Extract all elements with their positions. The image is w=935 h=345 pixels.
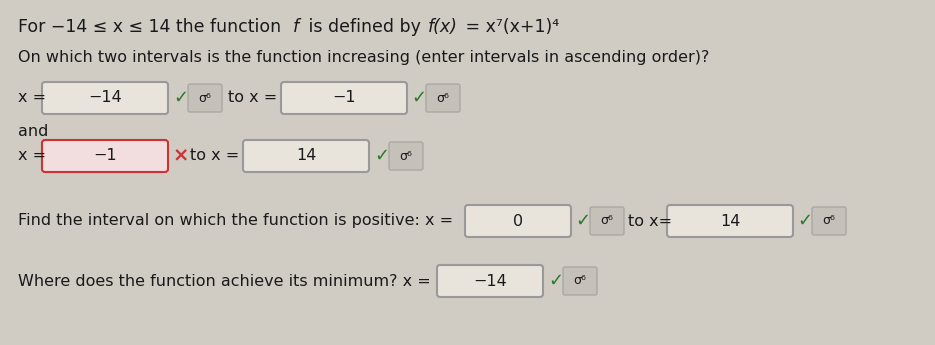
- Text: Find the interval on which the function is positive: x =: Find the interval on which the function …: [18, 214, 453, 228]
- Text: ✓: ✓: [548, 272, 563, 290]
- Text: ✓: ✓: [411, 89, 426, 107]
- Text: 14: 14: [295, 148, 316, 164]
- Text: For −14 ≤ x ≤ 14 the function: For −14 ≤ x ≤ 14 the function: [18, 18, 287, 36]
- Text: = x⁷(x+1)⁴: = x⁷(x+1)⁴: [460, 18, 559, 36]
- Text: x =: x =: [18, 148, 51, 164]
- FancyBboxPatch shape: [667, 205, 793, 237]
- Text: f: f: [293, 18, 299, 36]
- FancyBboxPatch shape: [437, 265, 543, 297]
- FancyBboxPatch shape: [281, 82, 407, 114]
- Text: 0: 0: [513, 214, 523, 228]
- Text: and: and: [18, 124, 49, 139]
- Text: −1: −1: [332, 90, 356, 106]
- Text: −14: −14: [88, 90, 122, 106]
- Text: σ⁶: σ⁶: [573, 275, 586, 287]
- FancyBboxPatch shape: [42, 82, 168, 114]
- FancyBboxPatch shape: [563, 267, 597, 295]
- Text: ✓: ✓: [797, 212, 813, 230]
- Text: −14: −14: [473, 274, 507, 288]
- FancyBboxPatch shape: [188, 84, 222, 112]
- Text: Where does the function achieve its minimum? x =: Where does the function achieve its mini…: [18, 274, 431, 288]
- Text: σ⁶: σ⁶: [600, 215, 613, 227]
- Text: −1: −1: [94, 148, 117, 164]
- Text: σ⁶: σ⁶: [399, 149, 412, 162]
- Text: f(x): f(x): [428, 18, 458, 36]
- Text: σ⁶: σ⁶: [823, 215, 836, 227]
- Text: is defined by: is defined by: [303, 18, 426, 36]
- FancyBboxPatch shape: [42, 140, 168, 172]
- FancyBboxPatch shape: [465, 205, 571, 237]
- Text: ✓: ✓: [575, 212, 590, 230]
- Text: On which two intervals is the function increasing (enter intervals in ascending : On which two intervals is the function i…: [18, 50, 710, 65]
- Text: x =: x =: [18, 90, 51, 106]
- FancyBboxPatch shape: [590, 207, 624, 235]
- Text: to x=: to x=: [628, 214, 672, 228]
- FancyBboxPatch shape: [812, 207, 846, 235]
- FancyBboxPatch shape: [389, 142, 423, 170]
- Text: σ⁶: σ⁶: [437, 91, 450, 105]
- Text: σ⁶: σ⁶: [198, 91, 211, 105]
- Text: to x =: to x =: [190, 148, 244, 164]
- Text: ✓: ✓: [173, 89, 188, 107]
- FancyBboxPatch shape: [243, 140, 369, 172]
- Text: ✓: ✓: [374, 147, 389, 165]
- Text: ×: ×: [173, 147, 190, 166]
- Text: 14: 14: [720, 214, 741, 228]
- Text: to x =: to x =: [228, 90, 282, 106]
- FancyBboxPatch shape: [426, 84, 460, 112]
